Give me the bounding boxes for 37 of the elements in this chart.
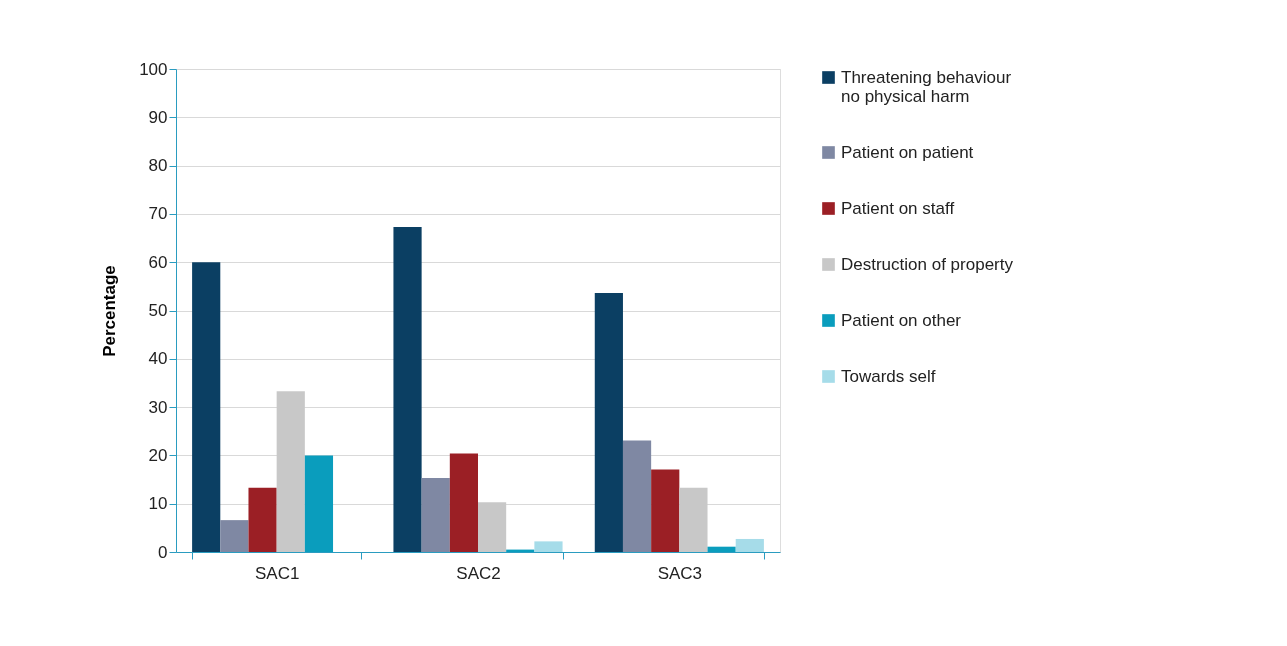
bar bbox=[449, 453, 478, 552]
legend-label: Destruction of property bbox=[841, 254, 1014, 274]
bar bbox=[248, 487, 277, 552]
y-tick-label: 70 bbox=[148, 204, 168, 224]
bar bbox=[594, 293, 623, 552]
bar bbox=[679, 487, 708, 552]
bar bbox=[304, 455, 334, 552]
bar bbox=[478, 502, 507, 552]
y-tick-label: 60 bbox=[148, 252, 168, 272]
bar bbox=[735, 538, 764, 552]
bar bbox=[534, 541, 563, 552]
legend-label: Threatening behaviour no physical harm bbox=[841, 67, 1012, 106]
legend-label: Patient on other bbox=[841, 310, 962, 330]
y-tick-label: 30 bbox=[148, 397, 168, 417]
y-tick-label: 80 bbox=[148, 156, 168, 176]
bar bbox=[622, 440, 652, 552]
y-tick-label: 10 bbox=[148, 494, 168, 514]
y-axis-title: Percentage bbox=[100, 265, 120, 357]
bar bbox=[393, 226, 422, 552]
legend-label: Towards self bbox=[841, 366, 936, 386]
x-tick-label: SAC1 bbox=[254, 563, 300, 583]
bar bbox=[651, 469, 680, 552]
x-tick-label: SAC2 bbox=[456, 563, 501, 583]
legend-label: Patient on patient bbox=[841, 142, 974, 162]
legend-label: Patient on staff bbox=[841, 198, 955, 218]
y-tick-label: 20 bbox=[148, 445, 168, 465]
y-tick-label: 100 bbox=[139, 59, 168, 79]
y-tick-label: 0 bbox=[158, 542, 168, 562]
bar bbox=[421, 478, 450, 552]
y-tick-label: 90 bbox=[148, 107, 168, 127]
x-tick-label: SAC3 bbox=[657, 563, 703, 583]
bar bbox=[707, 546, 736, 552]
bar bbox=[192, 262, 221, 552]
y-tick-label: 50 bbox=[148, 301, 168, 320]
y-tick-label: 40 bbox=[148, 349, 168, 369]
bar bbox=[276, 391, 305, 552]
bar bbox=[220, 520, 249, 552]
